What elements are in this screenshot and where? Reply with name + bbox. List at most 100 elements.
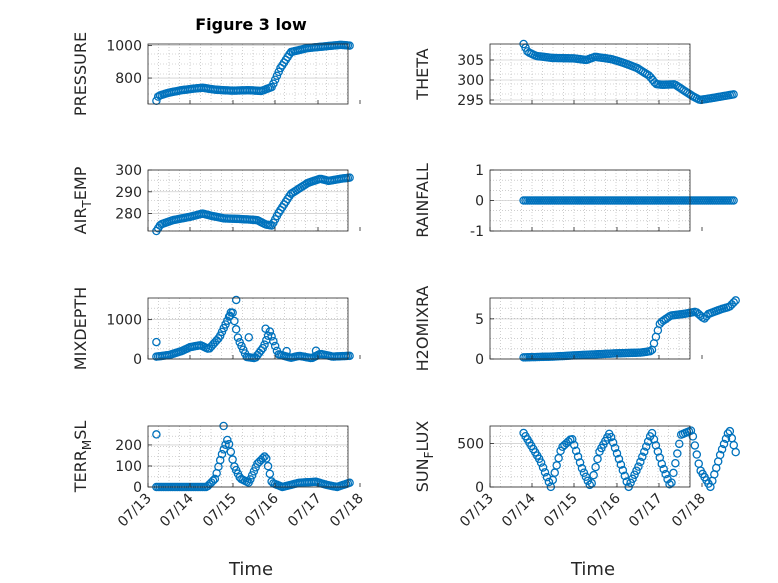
- data-point: [571, 446, 581, 456]
- data-point: [263, 331, 273, 341]
- data-point: [345, 478, 354, 488]
- data-point: [729, 298, 739, 307]
- x-tick-label: 07/16: [584, 490, 624, 530]
- data-point: [589, 470, 598, 480]
- x-tick-label: 07/13: [115, 491, 155, 531]
- x-tick-label: 07/17: [285, 491, 325, 531]
- data-point: [620, 471, 630, 481]
- y-tick-label: 1000: [106, 313, 142, 329]
- axes-box: [489, 297, 691, 360]
- data-point: [641, 442, 651, 451]
- data-point: [269, 79, 278, 88]
- data-point: [224, 439, 234, 449]
- data-point: [569, 440, 579, 450]
- data-point: [612, 449, 622, 458]
- subplot-rainfall: -1 0 1 RAINFALL: [413, 163, 738, 240]
- data-point: [659, 464, 668, 474]
- data-point: [269, 336, 278, 346]
- y-axis-label: AIRTEMP: [71, 166, 94, 234]
- data-point: [556, 446, 565, 456]
- data-point: [568, 434, 577, 444]
- y-tick-label: 300: [115, 163, 142, 179]
- data-point: [715, 450, 725, 460]
- data-point: [249, 467, 259, 476]
- subplot-air-temp: 280 290 300 AIRTEMP: [71, 163, 361, 236]
- data-point: [729, 440, 739, 450]
- data-point: [345, 173, 354, 182]
- axes-box: [147, 43, 349, 105]
- y-tick-label: 1: [475, 163, 484, 179]
- y-tick-label: -1: [470, 224, 484, 240]
- x-tick-label: 07/15: [541, 491, 581, 531]
- x-tick-label: 07/15: [200, 491, 240, 531]
- data-point: [729, 90, 738, 99]
- y-tick-label: 0: [475, 352, 484, 368]
- figure-title: Figure 3 low: [195, 15, 307, 34]
- data-point: [667, 478, 676, 487]
- y-tick-label: 500: [457, 436, 484, 452]
- data-point: [686, 426, 696, 435]
- data-point: [671, 458, 680, 468]
- data-point: [345, 41, 354, 50]
- subplot-mixdepth: 0 1000 MIXDEPTH: [71, 287, 361, 370]
- data-point: [706, 482, 715, 492]
- x-tick-label: 07/14: [157, 490, 197, 530]
- y-tick-label: 0: [133, 480, 142, 496]
- y-tick-label: 280: [115, 207, 142, 223]
- data-point: [258, 454, 267, 463]
- y-tick-label: 800: [115, 71, 142, 87]
- subplot-pressure: 800 1000 PRESSURE: [71, 32, 361, 116]
- data-point: [719, 439, 729, 449]
- x-tick-label: 07/18: [327, 491, 367, 531]
- data-point: [591, 462, 600, 472]
- data-point: [536, 458, 546, 467]
- subplot-h2omixra: 0 5 H2OMIXRA: [413, 286, 740, 372]
- data-point: [210, 474, 220, 484]
- data-point: [230, 316, 239, 326]
- x-tick-label: 07/13: [457, 491, 497, 531]
- data-point: [688, 432, 698, 441]
- y-tick-label: 295: [457, 93, 484, 109]
- y-axis-label: TERRMSL: [71, 421, 94, 494]
- y-axis-label: H2OMIXRA: [413, 286, 432, 372]
- data-point: [645, 346, 655, 356]
- y-axis-label: THETA: [413, 48, 432, 100]
- y-tick-label: 5: [475, 312, 484, 328]
- data-point: [634, 462, 643, 471]
- data-point: [614, 454, 624, 464]
- data-point: [247, 471, 257, 480]
- data-point: [223, 435, 232, 445]
- x-tick-label: 07/14: [499, 490, 539, 530]
- data-point: [692, 450, 702, 459]
- data-point: [573, 452, 583, 461]
- data-point: [618, 466, 628, 475]
- data-point: [221, 440, 230, 449]
- axes-box: [147, 169, 349, 232]
- y-tick-label: 300: [457, 73, 484, 89]
- data-point: [610, 443, 620, 453]
- axes-box: [147, 425, 349, 488]
- y-axis-label: RAINFALL: [413, 163, 432, 238]
- data-point: [579, 468, 589, 477]
- y-tick-label: 100: [115, 459, 142, 475]
- data-point: [262, 454, 271, 463]
- data-point-outlier: [152, 430, 161, 439]
- data-point: [540, 468, 550, 477]
- subplot-theta: 295 300 305 THETA: [413, 39, 738, 109]
- y-tick-label: 290: [115, 185, 142, 201]
- axes-box: [147, 297, 349, 360]
- data-point: [675, 439, 684, 449]
- data-point: [628, 474, 637, 484]
- data-point: [217, 449, 227, 459]
- y-tick-label: 305: [457, 53, 484, 69]
- data-point-outlier: [244, 333, 254, 342]
- data-point: [577, 464, 587, 473]
- x-axis-label-right: Time: [570, 559, 615, 580]
- subplot-sun-flux: 0 500 SUNFLUX 07/13 07/14 07/15 07/16 07/17 07/1…: [413, 421, 740, 531]
- data-point: [721, 434, 731, 443]
- data-point: [608, 438, 618, 447]
- data-point: [639, 447, 649, 456]
- data-point: [632, 466, 641, 475]
- data-point: [263, 461, 273, 471]
